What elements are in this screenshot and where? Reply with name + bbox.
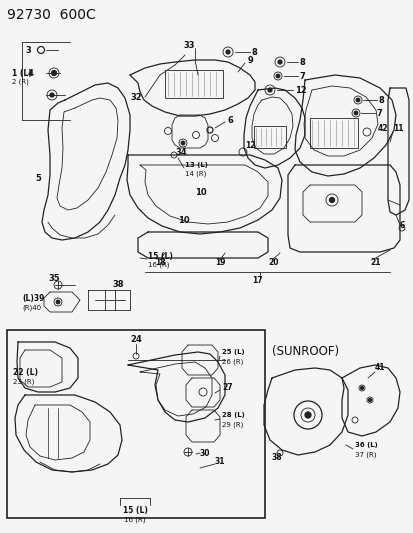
Text: 21: 21: [369, 257, 380, 266]
Circle shape: [360, 386, 363, 390]
Text: (L)39: (L)39: [22, 294, 44, 303]
Text: 18: 18: [154, 257, 165, 266]
Text: 29 (R): 29 (R): [221, 422, 243, 428]
Text: 5: 5: [35, 174, 41, 182]
Text: 38: 38: [112, 279, 123, 288]
Text: 14 (R): 14 (R): [185, 171, 206, 177]
Text: 11: 11: [392, 124, 403, 133]
Text: 34: 34: [175, 148, 186, 157]
Text: 8: 8: [252, 47, 257, 56]
Circle shape: [225, 50, 230, 54]
Text: 8: 8: [378, 95, 384, 104]
Text: 23 (R): 23 (R): [13, 379, 34, 385]
Text: 31: 31: [214, 457, 225, 466]
Bar: [254, 126, 285, 148]
Circle shape: [355, 98, 359, 102]
Text: 25 (L): 25 (L): [221, 349, 244, 355]
Text: 8: 8: [299, 58, 305, 67]
Text: 7: 7: [299, 71, 305, 80]
Text: (R)40: (R)40: [22, 305, 41, 311]
Text: 6: 6: [228, 116, 233, 125]
Bar: [7, 330, 264, 518]
Text: 13 (L): 13 (L): [185, 162, 207, 168]
Text: 92730  600C: 92730 600C: [7, 8, 95, 22]
Text: 15 (L): 15 (L): [147, 252, 173, 261]
Text: 37 (R): 37 (R): [354, 452, 375, 458]
Text: 12: 12: [294, 85, 306, 94]
Text: 19: 19: [214, 257, 225, 266]
Text: 22 (L): 22 (L): [13, 367, 38, 376]
Circle shape: [329, 198, 334, 203]
Circle shape: [354, 111, 357, 115]
Circle shape: [267, 88, 271, 92]
Text: 20: 20: [267, 257, 278, 266]
Text: 1 (L): 1 (L): [12, 69, 32, 77]
Text: 9: 9: [247, 55, 253, 64]
Text: 7: 7: [376, 109, 382, 117]
Text: 16 (R): 16 (R): [147, 262, 169, 268]
Circle shape: [368, 399, 370, 401]
Text: 16 (R): 16 (R): [124, 517, 145, 523]
Text: 32: 32: [130, 93, 141, 101]
Text: 10: 10: [195, 188, 206, 197]
Circle shape: [304, 412, 310, 418]
Text: 27: 27: [221, 384, 232, 392]
Text: 41: 41: [374, 364, 385, 373]
Text: 15 (L): 15 (L): [122, 505, 147, 514]
Text: 26 (R): 26 (R): [221, 359, 243, 365]
Circle shape: [51, 70, 56, 76]
Text: 36 (L): 36 (L): [354, 442, 377, 448]
Text: 6: 6: [399, 221, 404, 230]
Text: 24: 24: [130, 335, 141, 344]
Text: 42: 42: [377, 124, 387, 133]
Text: (SUNROOF): (SUNROOF): [271, 345, 338, 359]
Text: 33: 33: [183, 41, 194, 50]
Text: 17: 17: [252, 276, 262, 285]
Text: 38: 38: [271, 454, 282, 463]
Text: 35: 35: [48, 273, 59, 282]
Text: 28 (L): 28 (L): [221, 412, 244, 418]
Text: 10: 10: [178, 215, 189, 224]
Text: 4: 4: [28, 69, 34, 77]
Text: 3: 3: [25, 45, 31, 54]
Circle shape: [56, 300, 59, 304]
Bar: [309, 118, 357, 148]
Text: 30: 30: [199, 448, 210, 457]
Circle shape: [275, 74, 279, 78]
Text: 2 (R): 2 (R): [12, 79, 29, 85]
Circle shape: [50, 93, 54, 97]
Circle shape: [181, 141, 184, 145]
Circle shape: [277, 60, 281, 64]
Bar: [165, 70, 223, 98]
Text: 12: 12: [244, 141, 255, 149]
